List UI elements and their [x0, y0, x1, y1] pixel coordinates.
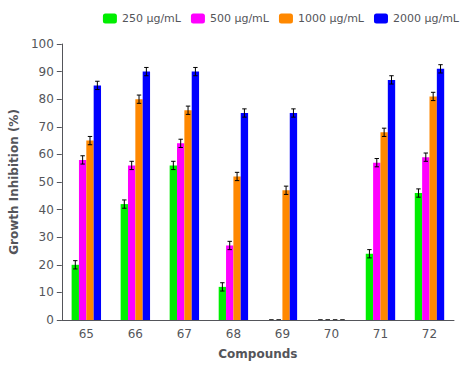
- svg-text:40: 40: [39, 203, 54, 217]
- svg-text:90: 90: [39, 65, 54, 79]
- svg-text:0: 0: [46, 313, 54, 327]
- svg-text:1000 μg/mL: 1000 μg/mL: [298, 12, 365, 25]
- svg-text:Compounds: Compounds: [218, 347, 297, 361]
- svg-text:100: 100: [31, 37, 54, 51]
- svg-text:69: 69: [275, 327, 290, 341]
- svg-text:71: 71: [373, 327, 388, 341]
- svg-text:65: 65: [79, 327, 94, 341]
- svg-text:500 μg/mL: 500 μg/mL: [210, 12, 270, 25]
- svg-text:68: 68: [226, 327, 241, 341]
- svg-text:67: 67: [177, 327, 192, 341]
- svg-text:70: 70: [39, 120, 54, 134]
- svg-text:80: 80: [39, 92, 54, 106]
- svg-text:2000 μg/mL: 2000 μg/mL: [393, 12, 460, 25]
- svg-text:10: 10: [39, 285, 54, 299]
- svg-text:72: 72: [422, 327, 437, 341]
- svg-text:70: 70: [324, 327, 339, 341]
- svg-text:20: 20: [39, 258, 54, 272]
- svg-text:50: 50: [39, 175, 54, 189]
- svg-text:250 μg/mL: 250 μg/mL: [122, 12, 182, 25]
- svg-text:60: 60: [39, 147, 54, 161]
- svg-text:66: 66: [128, 327, 143, 341]
- svg-text:30: 30: [39, 230, 54, 244]
- svg-text:Growth Inhibition (%): Growth Inhibition (%): [7, 109, 21, 255]
